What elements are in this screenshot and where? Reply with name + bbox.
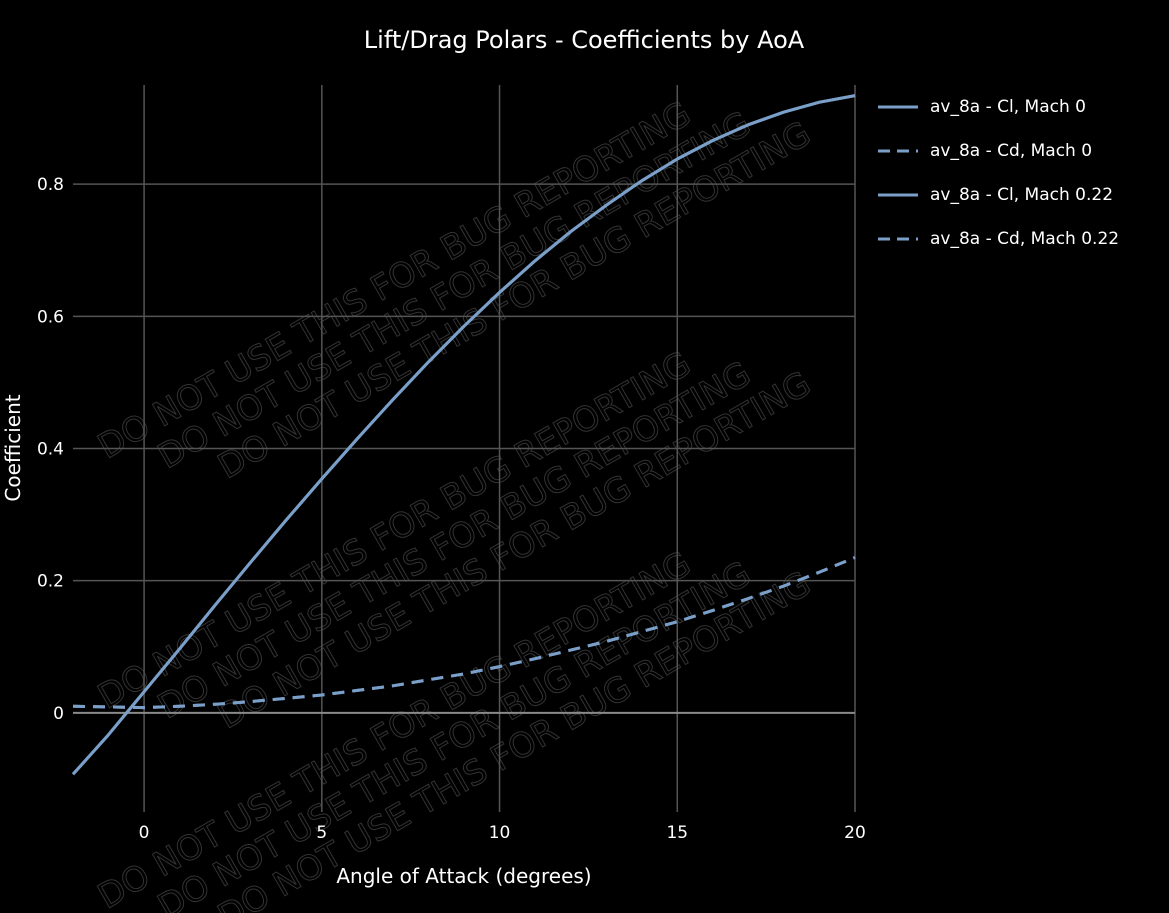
series-lines bbox=[71, 94, 856, 776]
y-axis-label: Coefficient bbox=[1, 394, 25, 501]
y-tick-label: 0.2 bbox=[37, 572, 64, 592]
legend-swatch-solid bbox=[878, 193, 918, 197]
series-line-3 bbox=[72, 556, 856, 710]
y-tick-label: 0.4 bbox=[37, 440, 64, 460]
y-tick-label: 0.8 bbox=[37, 175, 64, 195]
tick-labels: 0 5 10 15 20 0 0.2 0.4 0.6 0.8 bbox=[37, 175, 866, 843]
series-line-2 bbox=[71, 94, 856, 776]
x-tick-label: 10 bbox=[489, 823, 511, 843]
legend-label: av_8a - Cd, Mach 0.22 bbox=[930, 229, 1120, 249]
legend-swatch-solid bbox=[878, 105, 918, 109]
legend-swatch-dash bbox=[878, 149, 918, 153]
legend-label: av_8a - Cd, Mach 0 bbox=[930, 141, 1093, 161]
grid bbox=[73, 85, 856, 812]
x-tick-label: 0 bbox=[139, 823, 150, 843]
legend-label: av_8a - Cl, Mach 0 bbox=[930, 97, 1086, 117]
y-tick-label: 0.6 bbox=[37, 307, 64, 327]
legend-swatch-dash bbox=[878, 237, 918, 241]
chart-title: Lift/Drag Polars - Coefficients by AoA bbox=[364, 26, 805, 54]
legend-label: av_8a - Cl, Mach 0.22 bbox=[930, 185, 1114, 205]
x-tick-label: 20 bbox=[844, 823, 866, 843]
y-tick-label: 0 bbox=[53, 704, 64, 724]
x-tick-label: 15 bbox=[666, 823, 688, 843]
x-tick-label: 5 bbox=[316, 823, 327, 843]
x-axis-label: Angle of Attack (degrees) bbox=[336, 864, 591, 888]
